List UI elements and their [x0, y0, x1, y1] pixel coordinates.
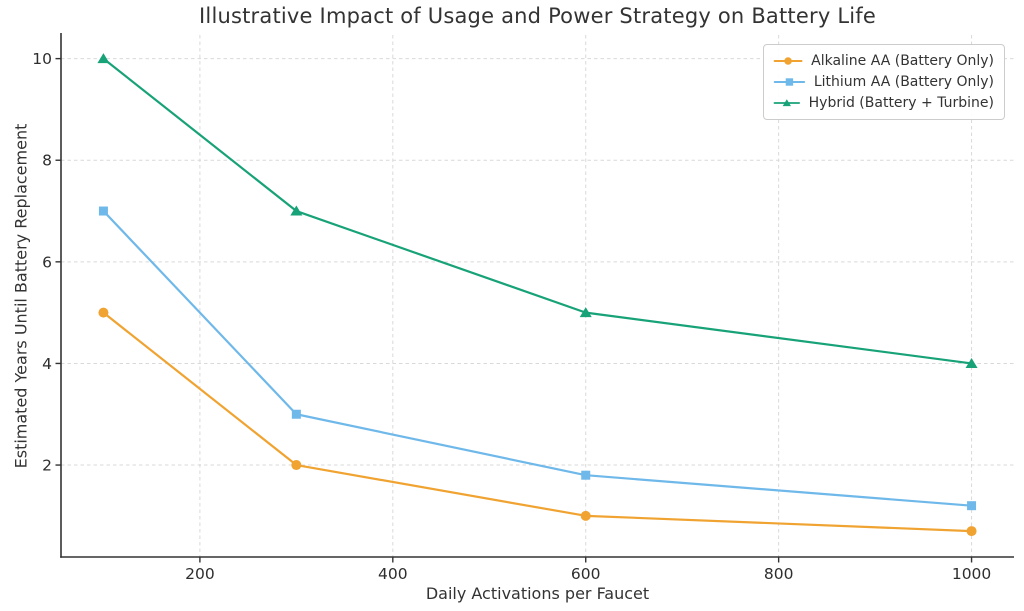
circle-marker-icon — [291, 460, 302, 471]
x-tick-label: 400 — [378, 565, 408, 583]
y-tick-label: 6 — [42, 253, 52, 271]
square-marker-icon — [785, 78, 794, 86]
y-tick-label: 2 — [42, 457, 52, 475]
x-tick-label: 1000 — [952, 565, 991, 583]
legend-label: Lithium AA (Battery Only) — [813, 74, 994, 90]
chart-title: Illustrative Impact of Usage and Power S… — [199, 4, 876, 28]
circle-marker-icon — [580, 510, 591, 521]
circle-marker-icon — [98, 307, 109, 318]
legend-label: Hybrid (Battery + Turbine) — [808, 95, 994, 111]
triangle-marker-icon — [782, 99, 791, 107]
y-tick-label: 4 — [42, 355, 52, 373]
triangle-marker-icon — [97, 53, 110, 64]
series-hybrid-battery-turbine — [97, 53, 978, 368]
x-axis-label: Daily Activations per Faucet — [425, 584, 650, 603]
y-tick-label: 10 — [32, 50, 52, 68]
legend-item-lithium-aa-battery-only: Lithium AA (Battery Only) — [773, 73, 994, 91]
legend-item-alkaline-aa-battery-only: Alkaline AA (Battery Only) — [773, 52, 994, 70]
triangle-marker-icon — [965, 357, 978, 368]
legend: Alkaline AA (Battery Only) Lithium AA (Ba… — [763, 44, 1005, 120]
y-tick-label: 8 — [42, 152, 52, 170]
square-marker-icon — [98, 206, 108, 216]
triangle-marker-icon — [579, 307, 592, 318]
triangle-line-swatch-icon — [773, 99, 801, 107]
x-tick-label: 800 — [764, 565, 794, 583]
legend-item-hybrid-battery-turbine: Hybrid (Battery + Turbine) — [773, 94, 994, 112]
series-lithium-aa-battery-only — [98, 206, 977, 511]
x-tick-label: 600 — [571, 565, 601, 583]
circle-marker-icon — [966, 526, 977, 537]
circle-line-swatch-icon — [773, 57, 803, 65]
series-line-hybrid-battery-turbine — [102, 57, 973, 365]
square-marker-icon — [291, 409, 301, 419]
circle-marker-icon — [784, 57, 792, 65]
square-line-swatch-icon — [773, 78, 806, 86]
square-marker-icon — [967, 501, 977, 511]
legend-label: Alkaline AA (Battery Only) — [811, 53, 994, 69]
series-line-alkaline-aa-battery-only — [102, 311, 973, 533]
series-alkaline-aa-battery-only — [98, 307, 977, 537]
triangle-marker-icon — [290, 205, 303, 216]
series-line-lithium-aa-battery-only — [102, 209, 973, 507]
x-tick-label: 200 — [185, 565, 215, 583]
square-marker-icon — [581, 470, 591, 480]
